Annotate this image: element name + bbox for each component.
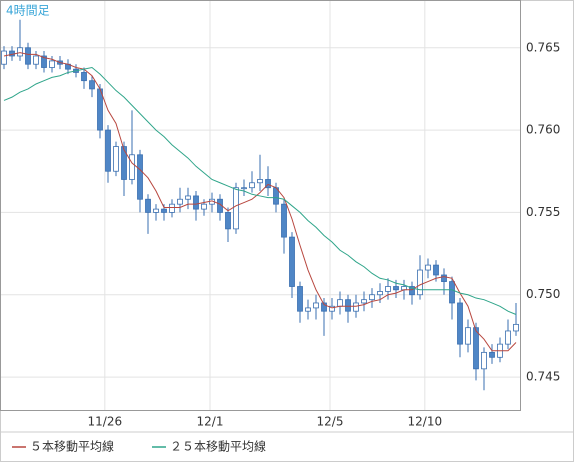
candle-body (1, 50, 7, 65)
candle-body (409, 286, 415, 296)
candle-body (377, 291, 383, 296)
candle-body (425, 264, 431, 271)
x-tick-label: 12/5 (317, 415, 344, 429)
candle-body (17, 47, 23, 57)
candle-body (321, 302, 327, 312)
candle-body (25, 47, 31, 65)
candle-body (249, 182, 255, 189)
candle-body (385, 286, 391, 292)
candle-body (265, 179, 271, 189)
candle-body (505, 330, 511, 345)
candle-body (417, 269, 423, 296)
candle-body (89, 80, 95, 90)
moving-average-line (3, 66, 517, 315)
y-tick-label: 0.750 (526, 287, 560, 301)
y-tick-label: 0.760 (526, 123, 560, 137)
candle-body (433, 264, 439, 276)
candle-body (169, 203, 175, 213)
candle-body (481, 351, 487, 370)
plot-border (0, 0, 521, 411)
candle-body (241, 187, 247, 190)
candle-body (49, 60, 55, 68)
candle-body (121, 146, 127, 180)
candle-body (393, 286, 399, 291)
candle-body (345, 299, 351, 312)
candle-body (337, 299, 343, 307)
candle-body (473, 327, 479, 370)
candle-body (233, 187, 239, 230)
candle-body (225, 212, 231, 230)
x-tick-label: 11/26 (88, 415, 123, 429)
candle-body (289, 236, 295, 287)
candle-body (153, 208, 159, 213)
candle-body (113, 146, 119, 172)
candle-body (353, 302, 359, 312)
candle-body (329, 305, 335, 312)
candle-body (105, 129, 111, 172)
candle-body (185, 195, 191, 200)
candle-body (257, 179, 263, 184)
candle-body (161, 208, 167, 213)
y-tick-label: 0.745 (526, 370, 560, 384)
candle-body (81, 72, 87, 82)
candle-body (369, 294, 375, 301)
chart-title: 4時間足 (6, 4, 50, 18)
candle-body (441, 274, 447, 282)
y-tick-label: 0.765 (526, 40, 560, 54)
x-tick-label: 12/10 (408, 415, 443, 429)
candle-body (129, 154, 135, 180)
candle-body (361, 299, 367, 304)
x-tick-label: 12/1 (197, 415, 224, 429)
candle-body (465, 327, 471, 345)
legend-label: ２５本移動平均線 (170, 439, 266, 454)
candle-body (201, 203, 207, 210)
candle-body (305, 307, 311, 312)
candle-body (457, 302, 463, 345)
y-tick-label: 0.755 (526, 205, 560, 219)
candle-body (297, 286, 303, 312)
candle-body (41, 55, 47, 68)
moving-average-line (3, 52, 517, 352)
candle-body (489, 351, 495, 358)
candle-body (177, 198, 183, 205)
candle-body (313, 302, 319, 309)
candle-body (513, 323, 519, 332)
candle-body (281, 203, 287, 238)
legend-label: ５本移動平均線 (30, 439, 114, 454)
candle-body (193, 195, 199, 210)
candle-body (449, 281, 455, 304)
candle-body (137, 154, 143, 200)
candle-body (97, 88, 103, 131)
candle-body (145, 198, 151, 213)
candle-body (33, 55, 39, 65)
